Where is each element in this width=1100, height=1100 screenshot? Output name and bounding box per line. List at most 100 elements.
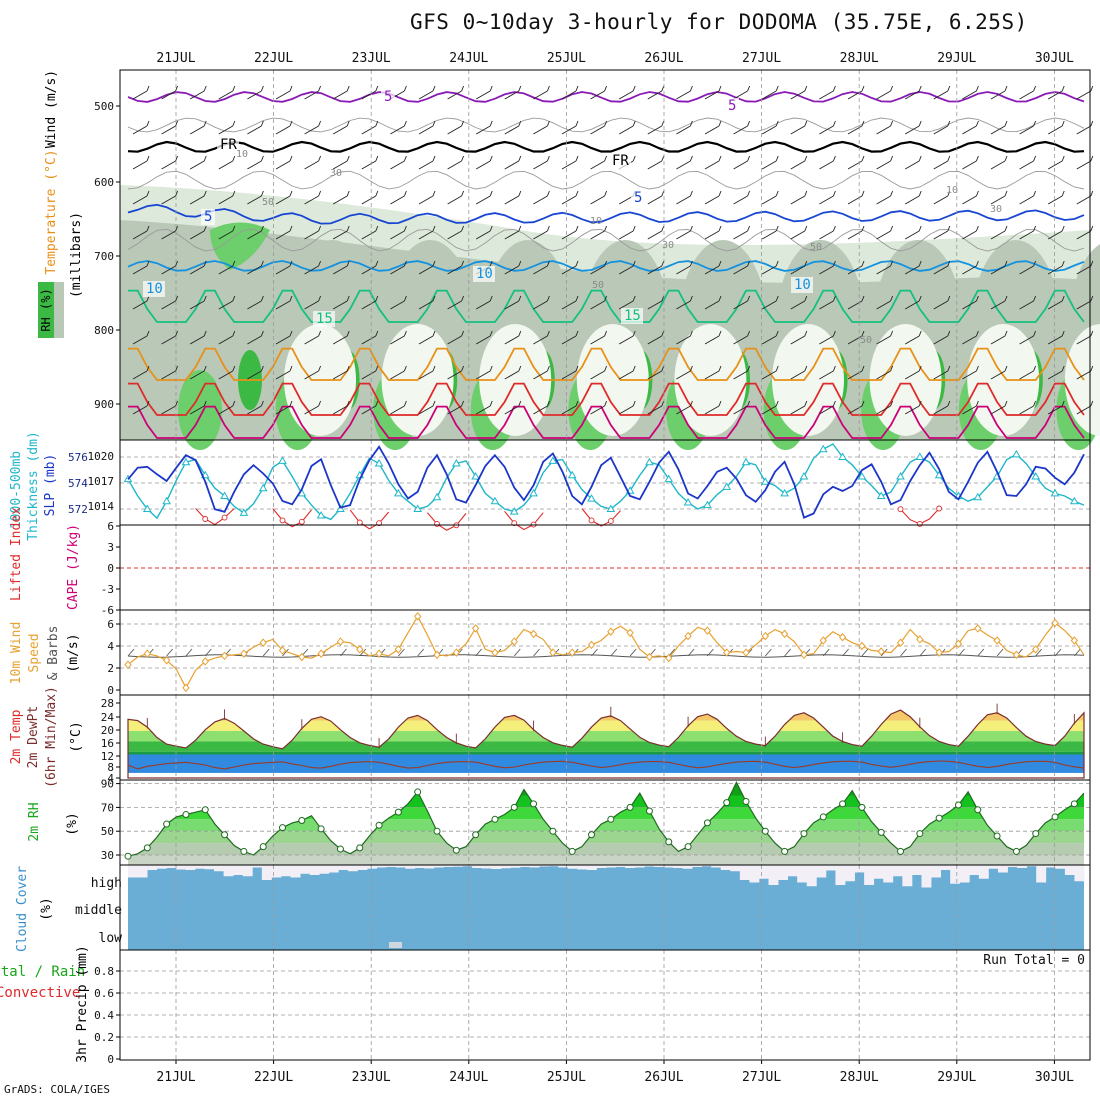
high-cloud-gap bbox=[529, 865, 540, 868]
date-label-bottom: 23JUL bbox=[352, 1070, 391, 1085]
wind-barb bbox=[704, 405, 720, 415]
wind-barb bbox=[629, 648, 637, 657]
wind-barb bbox=[332, 90, 348, 100]
date-label-bottom: 30JUL bbox=[1035, 1070, 1074, 1085]
high-cloud-gap bbox=[147, 865, 158, 870]
wind-barb bbox=[218, 125, 234, 135]
rh-band bbox=[128, 855, 1084, 865]
wind-barb bbox=[876, 370, 891, 380]
wind-barb-flag bbox=[1061, 295, 1065, 302]
rh-marker bbox=[317, 825, 325, 833]
wind-barb-flag bbox=[232, 260, 236, 267]
wind-barb-flag bbox=[861, 295, 865, 302]
high-cloud-gap bbox=[491, 865, 502, 869]
wind-barb bbox=[247, 300, 262, 310]
thickness-marker bbox=[741, 457, 751, 466]
ylabel-min-max-part: (6hr Min/Max) bbox=[44, 686, 59, 788]
lifted-index-marker bbox=[298, 518, 305, 525]
wind-barb bbox=[1019, 405, 1034, 415]
wind-barb-flag bbox=[918, 400, 922, 407]
ylabel-cape-part: CAPE (J/kg) bbox=[66, 524, 81, 610]
wind-barb bbox=[447, 265, 462, 275]
wind-barb-flag bbox=[918, 260, 922, 267]
wind-barb bbox=[990, 405, 1006, 415]
wind-barb bbox=[533, 265, 548, 275]
wind-barb-flag bbox=[804, 295, 808, 302]
lifted-index-line bbox=[195, 508, 235, 526]
high-cloud-gap bbox=[453, 865, 463, 867]
wind-barb-flag bbox=[1061, 85, 1065, 92]
wind-barb bbox=[847, 195, 863, 205]
wind-barb-flag bbox=[375, 400, 379, 407]
thickness-tick-label: 574 bbox=[68, 477, 88, 490]
ylabel-2m-dewpt: 2m DewPt bbox=[26, 706, 41, 769]
wind-speed-marker bbox=[974, 624, 982, 633]
wind-barb bbox=[704, 265, 720, 275]
rh-marker bbox=[954, 801, 962, 809]
wind-barb bbox=[161, 125, 176, 135]
temperature-contour-label: 10 bbox=[146, 281, 163, 297]
wind-barb bbox=[990, 230, 1006, 240]
wind-barb bbox=[475, 405, 491, 415]
high-cloud-gap bbox=[194, 865, 205, 869]
wind-barb bbox=[1047, 160, 1063, 170]
wind-barb-flag bbox=[861, 120, 865, 127]
wind-barb bbox=[218, 90, 234, 100]
wind-barb-flag bbox=[718, 155, 722, 162]
wind-barb bbox=[876, 160, 891, 170]
ylabel-rh-units-part: (%) bbox=[65, 812, 80, 835]
wind-barb-flag bbox=[346, 365, 350, 372]
rh-marker bbox=[549, 827, 557, 835]
precip-tick-label: 0 bbox=[107, 1053, 114, 1066]
wind-barb bbox=[447, 125, 462, 135]
wind-barb bbox=[247, 370, 262, 380]
wind-barb bbox=[204, 648, 212, 657]
wind-barb bbox=[990, 160, 1006, 170]
wind-barb bbox=[1076, 335, 1092, 345]
wind-barb-flag bbox=[861, 260, 865, 267]
rh-contour-label: 30 bbox=[330, 168, 342, 179]
wind-barb bbox=[819, 405, 834, 415]
wind-barb-flag bbox=[1090, 190, 1094, 197]
wind-speed-marker bbox=[278, 646, 287, 655]
wind-barb-flag bbox=[890, 155, 894, 162]
wind-barb bbox=[304, 160, 319, 170]
wind-barb-flag bbox=[1061, 155, 1065, 162]
wind-barb bbox=[390, 405, 405, 415]
wind-barb-flag bbox=[232, 330, 236, 337]
wind-barb bbox=[919, 648, 927, 657]
wind-barb bbox=[275, 125, 291, 135]
rh-contour-label: 10 bbox=[946, 185, 958, 196]
high-cloud-gap bbox=[1074, 865, 1085, 882]
high-cloud-gap bbox=[682, 865, 693, 869]
stability-panel: 6 3 0 -3 -6 Lifted Index CAPE (J/kg) bbox=[9, 505, 1091, 617]
wind-barb bbox=[418, 265, 434, 275]
wind-speed-marker bbox=[896, 638, 905, 647]
wind-barb-flag bbox=[747, 190, 751, 197]
high-cloud-gap bbox=[185, 865, 196, 870]
dewpoint-line bbox=[127, 760, 1085, 770]
wind-barb-flag bbox=[518, 155, 522, 162]
wind-barb bbox=[847, 300, 863, 310]
wind-barb bbox=[847, 90, 863, 100]
wind-barb-flag bbox=[403, 155, 407, 162]
wind-barb bbox=[1076, 370, 1092, 380]
thickness-marker bbox=[181, 457, 191, 466]
wind-barb bbox=[733, 90, 748, 100]
wind-barb bbox=[275, 370, 291, 380]
high-cloud-gap bbox=[510, 865, 521, 868]
rh-dry-cell bbox=[772, 324, 844, 436]
high-cloud-gap bbox=[386, 865, 397, 867]
thickness-marker bbox=[703, 500, 712, 509]
wind-barb bbox=[475, 648, 482, 657]
wind-barb-flag bbox=[832, 155, 836, 162]
wind-barb-flag bbox=[203, 155, 207, 162]
ylabel-wind-units-part: (m/s) bbox=[66, 633, 81, 672]
wind-barb-flag bbox=[975, 330, 979, 337]
thickness-marker bbox=[142, 504, 152, 512]
wind-barb bbox=[504, 265, 520, 275]
wind-barb bbox=[1076, 265, 1092, 275]
wind-barb-flag bbox=[146, 120, 150, 127]
rh-marker bbox=[703, 819, 711, 827]
temperature-tick-label: 16 bbox=[101, 737, 114, 750]
